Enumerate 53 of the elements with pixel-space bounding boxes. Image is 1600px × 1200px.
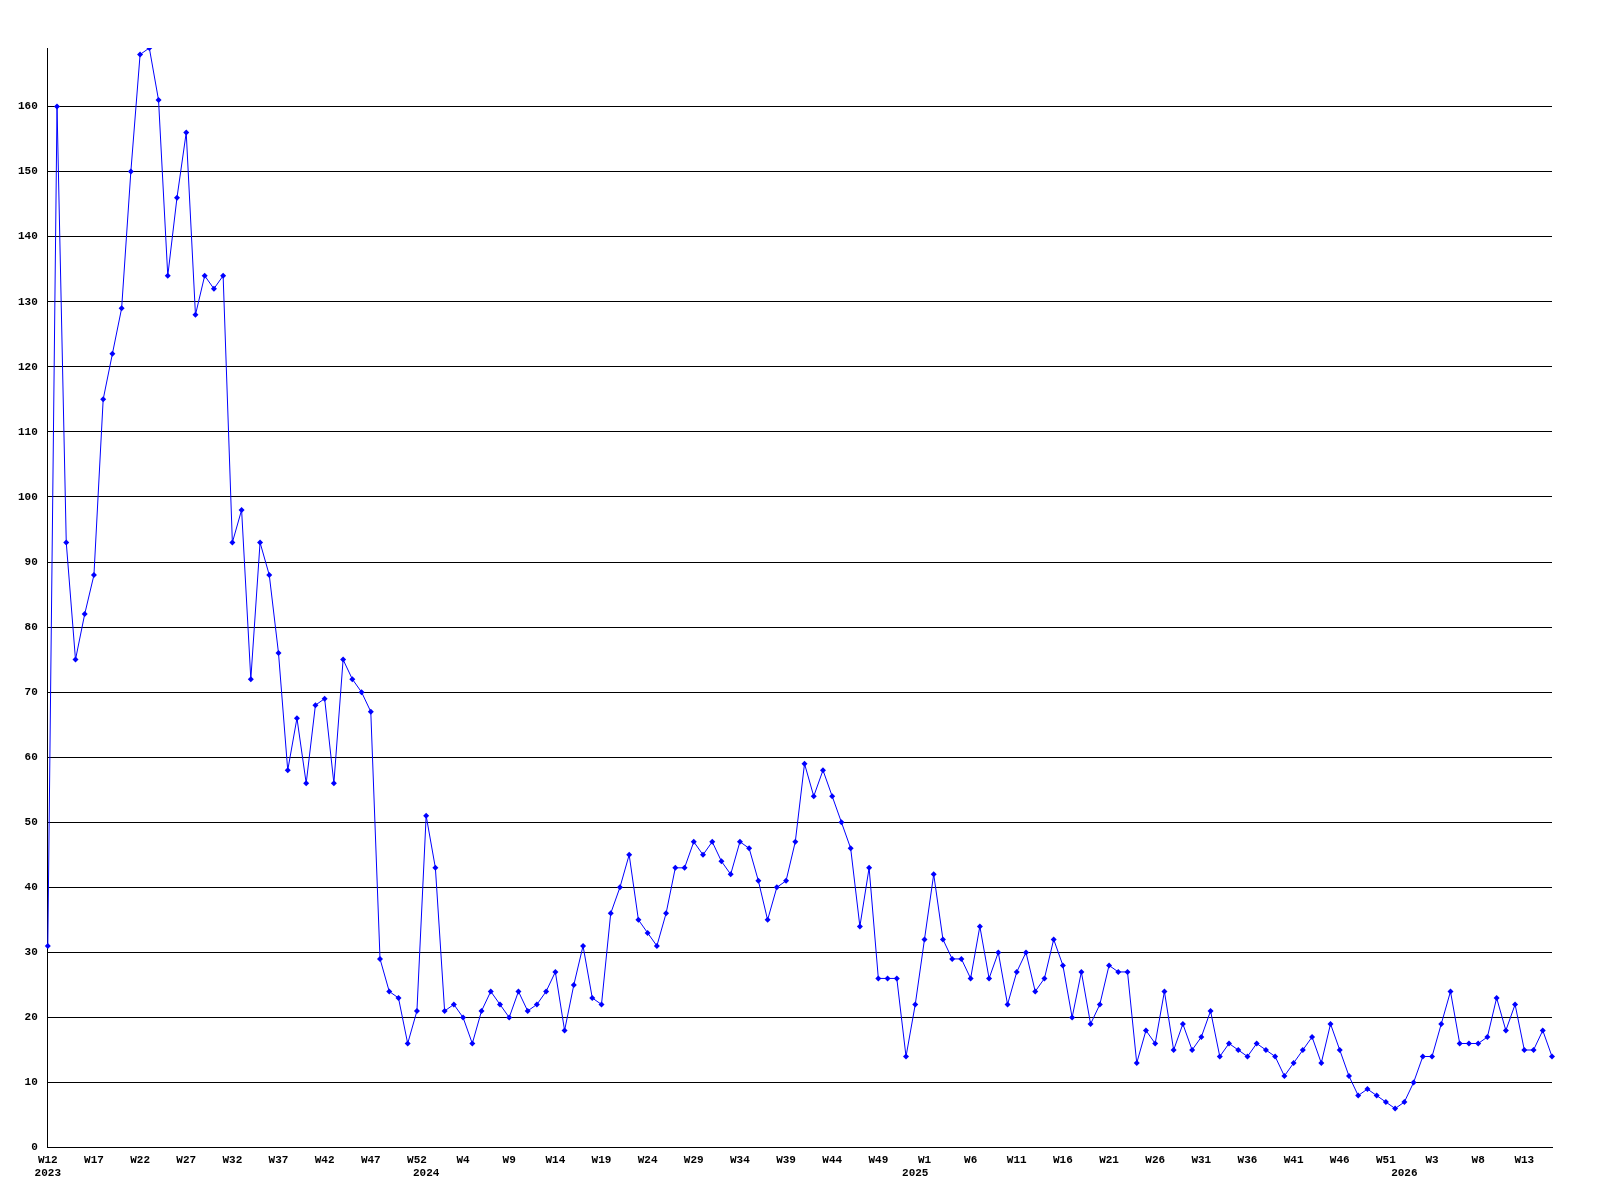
x-tick-label: W4 — [456, 1153, 471, 1166]
y-tick-label: 140 — [17, 230, 38, 243]
x-tick-label: W3 — [1425, 1153, 1440, 1166]
x-tick-label: W17 — [84, 1153, 104, 1166]
y-tick-label: 70 — [24, 685, 38, 698]
x-tick-label: W19 — [591, 1153, 612, 1166]
x-tick-label: W31 — [1191, 1153, 1212, 1166]
x-tick-label: W1 — [917, 1153, 932, 1166]
y-tick-label: 160 — [17, 100, 38, 113]
x-tick-label: W47 — [360, 1153, 381, 1166]
y-tick-label: 30 — [24, 946, 38, 959]
x-tick-label: W46 — [1329, 1153, 1350, 1166]
x-tick-label: W16 — [1053, 1153, 1073, 1166]
x-tick-label: W13 — [1514, 1153, 1535, 1166]
x-tick-label: W21 — [1099, 1153, 1120, 1166]
x-tick-label: W29 — [683, 1153, 704, 1166]
y-tick-label: 50 — [24, 816, 38, 829]
y-tick-label: 130 — [17, 295, 38, 308]
y-tick-label: 20 — [24, 1011, 38, 1024]
x-tick-label: W24 — [637, 1153, 658, 1166]
y-tick-label: 100 — [17, 490, 38, 503]
x-tick-label: 2026 — [1391, 1167, 1418, 1180]
y-tick-label: 60 — [24, 750, 38, 763]
x-tick-label: W12 2023 — [34, 1153, 62, 1180]
y-tick-label: 110 — [17, 425, 38, 438]
x-tick-label: W9 — [502, 1153, 516, 1166]
y-tick-label: 0 — [31, 1141, 38, 1154]
x-tick-label: W52 — [407, 1153, 427, 1166]
y-tick-label: 90 — [24, 555, 38, 568]
x-tick-label: 2025 — [902, 1167, 929, 1180]
x-tick-label: W32 — [222, 1153, 243, 1166]
x-tick-label: W51 — [1375, 1153, 1397, 1166]
x-tick-label: W6 — [964, 1153, 978, 1166]
x-tick-label: W49 — [868, 1153, 889, 1166]
x-tick-label: W27 — [176, 1153, 197, 1166]
x-tick-label: W11 — [1006, 1153, 1028, 1166]
x-tick-label: W14 — [545, 1153, 566, 1166]
x-tick-label: W8 — [1471, 1153, 1486, 1166]
x-tick-label: W39 — [776, 1153, 796, 1166]
x-tick-label: W26 — [1145, 1153, 1166, 1166]
x-tick-label: 2024 — [412, 1167, 440, 1180]
y-tick-label: 40 — [24, 881, 38, 894]
y-tick-label: 10 — [24, 1076, 38, 1089]
x-tick-label: W37 — [268, 1153, 289, 1166]
x-tick-label: W34 — [730, 1153, 751, 1166]
y-tick-label: 80 — [24, 620, 38, 633]
x-tick-label: W22 — [130, 1153, 150, 1166]
x-tick-label: W36 — [1237, 1153, 1258, 1166]
y-tick-label: 120 — [17, 360, 38, 373]
y-tick-label: 150 — [17, 165, 38, 178]
x-tick-label: W41 — [1283, 1153, 1304, 1166]
x-tick-label: W44 — [822, 1153, 843, 1166]
x-tick-label: W42 — [314, 1153, 335, 1166]
